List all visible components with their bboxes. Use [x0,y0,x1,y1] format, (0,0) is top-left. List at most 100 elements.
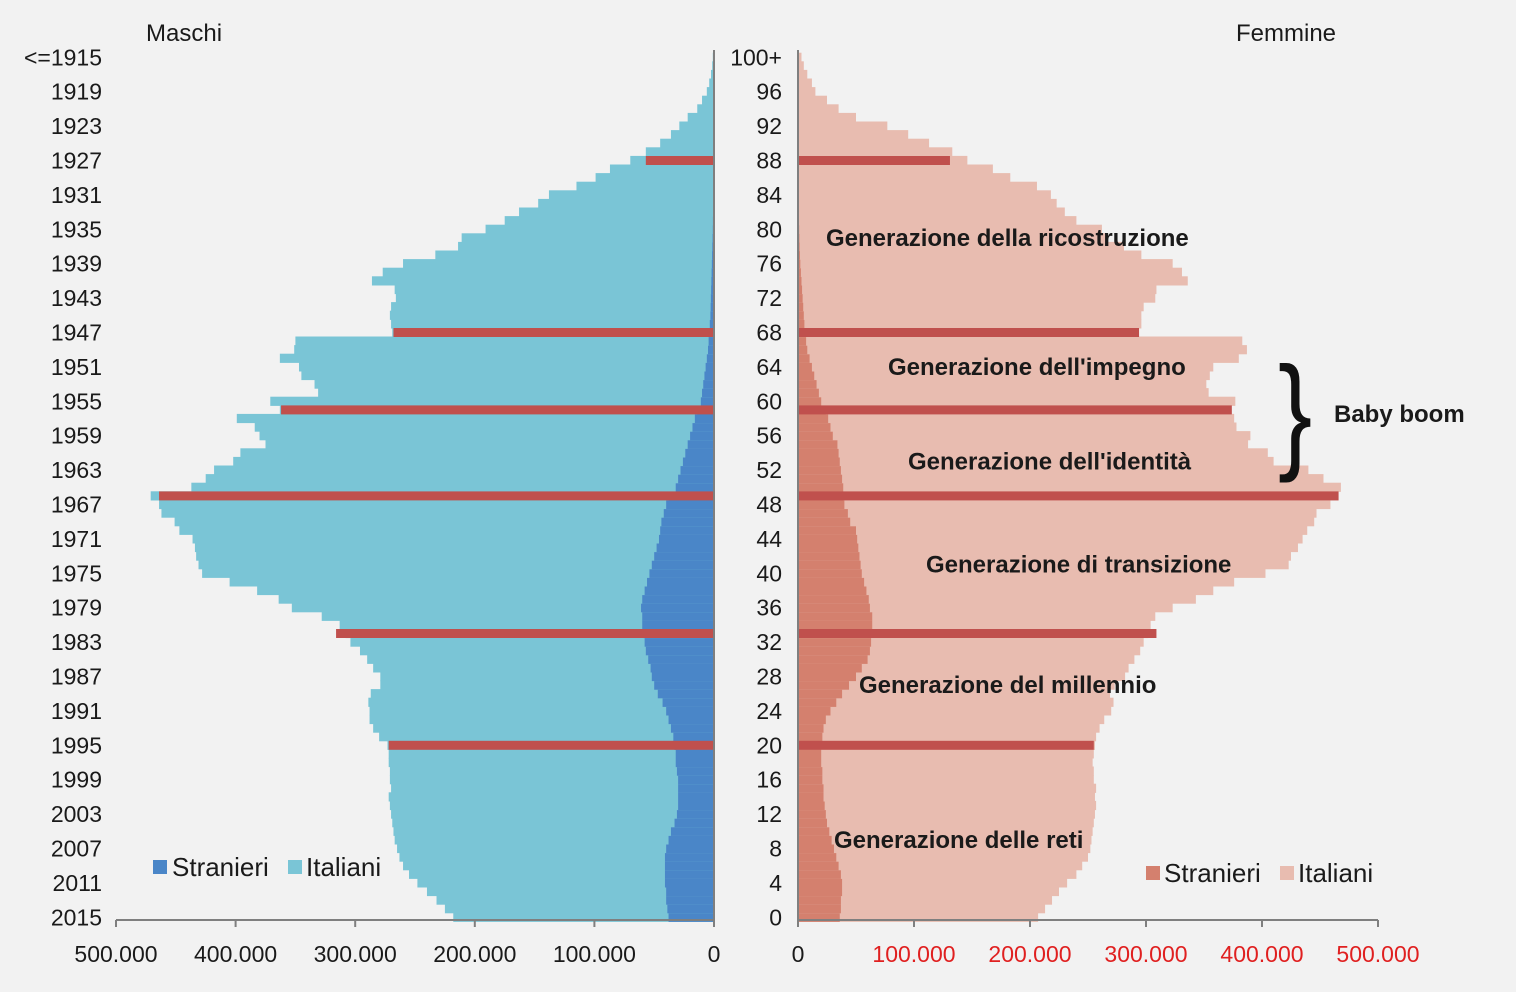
female-legend: Stranieri Italiani [1146,858,1373,888]
female-stranieri-bar [798,560,861,570]
female-highlight-bar [798,156,950,165]
female-italiani-bar [798,525,1308,535]
male-stranieri-bar [642,611,714,621]
female-italiani-bar [798,112,856,123]
baby-boom-label: Baby boom [1334,401,1465,428]
male-italiani-bar [236,413,714,424]
female-y-tick-label: 88 [756,148,782,174]
female-stranieri-bar [798,353,810,363]
male-y-tick-label: 1975 [51,560,102,586]
female-italiani-bar [798,783,1097,793]
female-italiani-bar [798,130,909,140]
female-italiani-bar [798,904,1046,914]
female-stranieri-bar [798,456,840,467]
female-stranieri-bar [798,800,825,811]
male-stranieri-bar [666,499,714,510]
male-stranieri-bar [664,878,714,888]
male-stranieri-bar [685,448,714,458]
female-italiani-bar [798,878,1068,888]
female-stranieri-bar [798,499,845,510]
male-italiani-bar [198,560,715,570]
male-stranieri-bar [651,560,714,570]
male-x-tick-label: 200.000 [433,941,516,967]
male-italiani-bar [314,379,714,389]
female-italiani-bar [798,379,1207,389]
male-italiani-bar [391,809,714,819]
female-italiani-bar [798,293,1156,303]
female-italiani-bar [798,164,993,174]
male-italiani-bar [254,422,714,432]
female-italiani-bar [798,534,1303,544]
female-stranieri-bar [798,517,851,527]
male-italiani-bar [373,663,714,673]
female-italiani-bar [798,370,1210,381]
female-y-tick-label: 92 [756,113,782,139]
female-italiani-bar [798,654,1135,664]
female-stranieri-bar [798,525,856,535]
female-y-tick-label: 56 [756,423,782,449]
male-italiani-bar [395,293,714,303]
female-stranieri-bar [798,749,822,759]
male-x-tick-label: 0 [708,941,721,967]
female-y-tick-label: 0 [769,904,782,930]
male-stranieri-bar [666,706,714,716]
female-stranieri-bar [798,465,841,475]
male-italiani-bar [609,164,714,174]
female-italiani-bar [798,52,802,62]
male-italiani-bar [504,216,714,226]
male-italiani-bar [291,603,714,613]
female-italiani-bar [798,508,1317,518]
male-stranieri-bar [678,783,714,793]
male-italiani-bar [392,818,714,828]
female-y-tick-label: 76 [756,251,782,277]
female-italiani-bar [798,697,1114,707]
generation-labels: Generazione della ricostruzione Generazio… [826,225,1231,854]
female-stranieri-bar [798,663,862,673]
male-italiani-bar [697,104,714,114]
female-italiani-bar [798,233,1108,243]
female-stranieri-bar [798,431,833,441]
male-y-tick-label: 1967 [51,492,102,518]
male-italiani-bar [350,637,714,647]
female-y-tick-label: 64 [756,354,782,380]
female-italiani-bar [798,912,1039,922]
male-stranieri-bar [711,267,714,277]
female-y-tick-label: 52 [756,457,782,483]
female-y-tick-label: 44 [756,526,782,552]
female-stranieri-bar [798,654,868,664]
male-stranieri-bar [670,723,714,733]
generation-label: Generazione dell'identità [908,449,1192,476]
male-stranieri-bar [682,456,714,467]
male-stranieri-bar [648,654,714,664]
female-italiani-bar [798,689,1111,699]
female-italiani-bar [798,560,1289,570]
legend-label-italiani-male: Italiani [306,852,381,882]
male-italiani-bar [367,654,714,664]
male-stranieri-bar [678,775,714,785]
female-stranieri-bar [798,379,817,389]
female-stranieri-bar [798,835,832,845]
male-stranieri-bar [644,637,714,647]
female-italiani-bar [798,611,1156,621]
male-y-tick-label: 1991 [51,698,102,724]
female-italiani-bar [798,181,1037,191]
female-italiani-bar [798,577,1235,587]
male-highlight-bar [645,156,714,165]
male-y-tick-label: 1959 [51,423,102,449]
female-stranieri-bar [798,706,831,716]
female-italiani-bar [798,869,1077,879]
male-x-tick-label: 500.000 [74,941,157,967]
male-italiani-bar [485,224,714,234]
female-stranieri-bar [798,620,873,630]
female-italiani-bar [798,499,1331,510]
male-italiani-bar [436,895,714,905]
female-italiani-bar [798,138,930,148]
female-stranieri-bar [798,396,822,406]
male-bars [150,52,715,922]
male-stranieri-bar [660,525,714,535]
male-italiani-bar [382,267,714,277]
male-italiani-bar [403,861,714,871]
female-stranieri-bar [798,697,837,707]
male-y-tick-label: 2011 [53,870,102,896]
female-stranieri-bar [798,310,804,320]
